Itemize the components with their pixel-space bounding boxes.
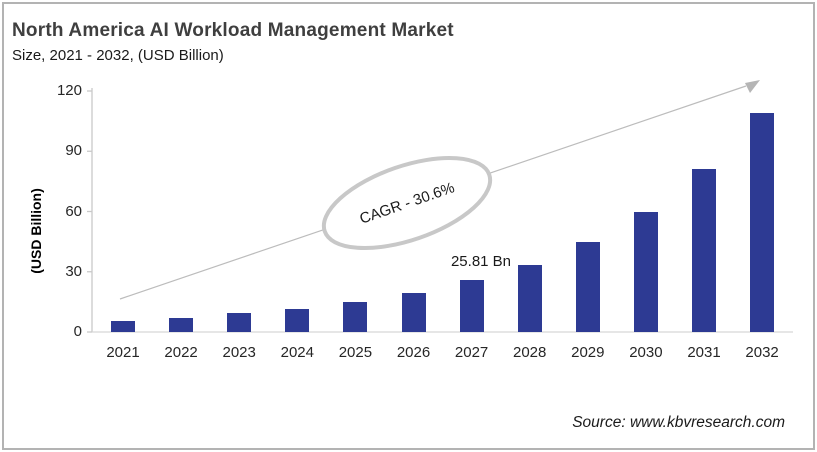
cagr-label: CAGR - 30.6% [357,179,456,227]
x-tick-label-2023: 2023 [222,344,256,361]
x-tick-label-2029: 2029 [571,344,605,361]
y-tick-label: 60 [65,202,82,220]
source-text: Source: www.kbvresearch.com [572,414,785,431]
y-axis-tick-marks [87,90,92,333]
bar-2025 [343,301,368,332]
bar-2031 [692,169,716,332]
y-tick-label: 120 [56,82,82,99]
x-tick-label-2021: 2021 [106,344,140,361]
bar-2026 [401,292,426,332]
chart-title: North America AI Workload Management Mar… [12,20,454,41]
bar-2022 [169,317,194,332]
x-tick-label-2022: 2022 [164,344,198,361]
bar-2024 [285,308,310,332]
bar-2023 [227,312,252,332]
bar-2028 [517,264,542,332]
x-tick-label-2026: 2026 [396,344,431,361]
x-tick-label-2028: 2028 [513,344,547,361]
bar-2030 [633,211,658,332]
x-tick-label-2032: 2032 [745,344,779,361]
trend-arrow-head-icon [745,80,760,93]
chart-subtitle: Size, 2021 - 2032, (USD Billion) [12,47,224,64]
x-tick-label-2024: 2024 [280,344,314,361]
x-tick-label-2031: 2031 [687,344,721,361]
bar-2032 [750,113,775,332]
value-annotation: 25.81 Bn [450,253,512,270]
cagr-ellipse [321,155,493,251]
y-tick-label: 0 [73,323,82,340]
y-tick-label: 30 [65,262,82,280]
x-tick-label-2025: 2025 [338,344,373,361]
bar-2027 [459,280,484,332]
x-tick-label-2027: 2027 [454,344,489,361]
x-tick-label-2030: 2030 [629,344,663,361]
bar-2021 [111,320,135,332]
y-tick-label: 90 [65,142,82,160]
bar-2029 [575,241,600,332]
